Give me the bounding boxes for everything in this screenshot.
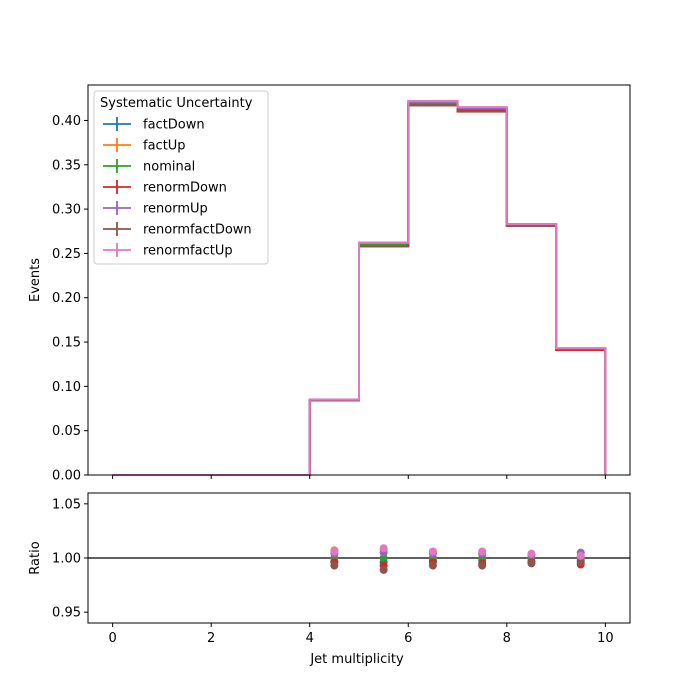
legend-item-factDown: factDown [103,117,205,133]
main-y-tick-label: 0.05 [52,424,81,439]
legend-item-renormfactUp: renormfactUp [103,243,233,259]
main-panel: 0.00 0.05 0.10 0.15 0.20 0.25 0.30 0.35 0.40 Eve… [28,84,631,484]
legend-items: factDown factUp nominal renormDown renormUp r… [103,117,252,259]
ratio-point-renormfactDown [527,559,536,568]
main-y-tick-label: 0.20 [52,291,81,306]
ratio-point-renormfactUp [478,547,487,556]
main-y-tick-label: 0.35 [52,158,81,173]
ratio-point-renormfactUp [379,544,388,553]
legend-label: renormfactDown [143,223,252,238]
ratio-y-tick-label: 1.00 [52,552,81,567]
main-y-tick-label: 0.30 [52,203,81,218]
ratio-point-renormfactDown [330,561,339,570]
legend-item-renormfactDown: renormfactDown [103,222,252,238]
ratio-point-renormfactUp [527,549,536,558]
legend-label: renormfactUp [143,244,233,259]
ratio-point-renormfactDown [428,561,437,570]
main-plot-frame [87,84,631,476]
legend-item-factUp: factUp [103,138,186,154]
main-y-tick-label: 0.40 [52,114,81,129]
ratio-y-ticks: 0.95 1.00 1.05 [52,497,88,621]
legend-label: factDown [143,118,205,133]
main-y-ticks: 0.00 0.05 0.10 0.15 0.20 0.25 0.30 0.35 0.40 [52,114,88,484]
ratio-x-tick-label: 2 [207,631,215,646]
ratio-point-renormfactUp [576,551,585,560]
ratio-point-renormfactDown [478,561,487,570]
ratio-point-renormfactUp [428,547,437,556]
main-y-tick-label: 0.25 [52,247,81,262]
ratio-point-renormfactDown [576,558,585,567]
legend-label: factUp [143,139,186,154]
ratio-x-tick-label: 0 [108,631,116,646]
main-y-tick-label: 0.15 [52,336,81,351]
ratio-panel: 0 2 4 6 8 10 0.95 1.00 1.05 Ratio Jet multiplic… [28,492,631,667]
ratio-x-tick-label: 4 [306,631,314,646]
ratio-point-renormfactUp [330,547,339,556]
legend: Systematic Uncertainty factDown factUp nom… [93,90,269,265]
ratio-x-tick-label: 6 [404,631,412,646]
ratio-y-axis-label: Ratio [28,541,43,574]
legend-box [93,90,269,265]
ratio-x-ticks: 0 2 4 6 8 10 [108,623,614,646]
ratio-points [330,544,585,574]
legend-item-nominal: nominal [103,159,195,175]
main-x-ticks [112,475,606,479]
ratio-point-renormfactDown [379,565,388,574]
ratio-x-tick-label: 10 [597,631,614,646]
main-y-tick-label: 0.00 [52,469,81,484]
legend-label: renormDown [143,181,227,196]
legend-title: Systematic Uncertainty [100,96,253,111]
ratio-y-tick-label: 1.05 [52,497,81,512]
main-y-tick-label: 0.10 [52,380,81,395]
ratio-x-tick-label: 8 [503,631,511,646]
legend-item-renormDown: renormDown [103,180,227,196]
ratio-y-tick-label: 0.95 [52,606,81,621]
legend-label: renormUp [143,202,208,217]
main-y-axis-label: Events [28,258,43,302]
legend-item-renormUp: renormUp [103,201,208,217]
legend-label: nominal [143,160,195,175]
x-axis-label: Jet multiplicity [309,652,404,667]
